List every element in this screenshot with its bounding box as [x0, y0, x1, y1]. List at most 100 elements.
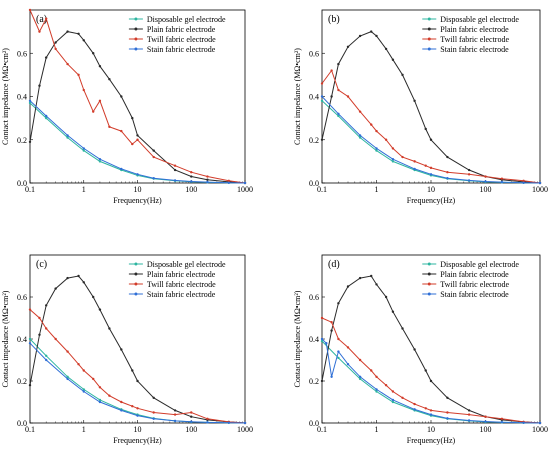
- series-point: [152, 411, 155, 414]
- series-point: [190, 420, 193, 423]
- series-point: [337, 112, 340, 116]
- series-point: [346, 285, 350, 288]
- x-tick-label: 0.1: [25, 185, 35, 194]
- series-point: [346, 45, 350, 48]
- chart-panel: 0.1 1 10 100 1000 0.0 0.2 0.4 0.6 Frequency(Hz) Co…: [293, 254, 548, 445]
- series-point: [375, 388, 378, 391]
- series-point: [152, 177, 155, 180]
- series-point: [54, 337, 57, 341]
- series-point: [467, 173, 471, 176]
- series-point: [120, 95, 123, 98]
- legend-marker: [427, 37, 431, 41]
- series-point: [136, 379, 139, 383]
- series-point: [467, 168, 471, 172]
- y-tick-label: 0.0: [17, 419, 27, 428]
- series-point: [54, 287, 57, 290]
- series-point: [28, 140, 32, 144]
- series-point: [190, 415, 193, 418]
- series-point: [413, 99, 416, 103]
- legend-marker: [134, 272, 138, 276]
- series-line: [29, 102, 246, 184]
- series-point: [446, 417, 449, 420]
- series-point: [391, 390, 395, 393]
- series-point: [152, 396, 155, 399]
- series-point: [330, 321, 333, 324]
- series-point: [375, 375, 378, 378]
- series-point: [152, 417, 155, 420]
- series-point: [375, 283, 378, 286]
- series-point: [44, 56, 48, 59]
- series-point: [98, 99, 102, 103]
- series-point: [66, 62, 69, 66]
- series-point: [82, 149, 85, 152]
- series-point: [66, 350, 69, 353]
- series-point: [77, 32, 80, 35]
- x-tick-label: 1: [375, 425, 379, 434]
- series-point: [337, 350, 340, 353]
- y-tick-label: 0.4: [17, 93, 27, 102]
- series-point: [38, 316, 41, 320]
- series-point: [484, 415, 487, 418]
- series-point: [28, 384, 32, 387]
- series-point: [384, 295, 388, 299]
- series-point: [92, 377, 95, 381]
- series-line: [321, 100, 541, 184]
- chart-panel: 0.1 1 10 100 1000 0.0 0.2 0.4 0.6 Frequency(Hz) Co…: [293, 9, 548, 205]
- series-point: [38, 30, 41, 33]
- x-tick-label: 10: [134, 425, 142, 434]
- y-tick-label: 0.2: [17, 136, 27, 145]
- legend-marker: [427, 17, 431, 21]
- x-tick-label: 1000: [532, 425, 548, 434]
- x-tick-label: 10: [427, 185, 435, 194]
- series-point: [375, 147, 378, 150]
- series-point: [401, 327, 404, 330]
- series-point: [391, 147, 395, 150]
- series-point: [384, 384, 388, 387]
- series-point: [131, 142, 134, 146]
- y-tick-label: 0.0: [17, 179, 27, 188]
- series-point: [375, 34, 378, 38]
- series-point: [522, 421, 525, 424]
- series-point: [131, 116, 134, 120]
- x-tick-label: 1000: [237, 425, 253, 434]
- chart-panel: 0.1 1 10 100 1000 0.0 0.2 0.4 0.6 Frequency(Hz) Co…: [1, 254, 253, 445]
- y-tick-label: 0.2: [17, 377, 27, 386]
- series-point: [424, 127, 427, 131]
- series-point: [424, 164, 427, 167]
- series-point: [391, 158, 395, 161]
- series-point: [82, 369, 85, 372]
- series-point: [66, 136, 69, 139]
- series-point: [337, 337, 340, 341]
- legend-label: Plain fabric electrode: [147, 270, 216, 279]
- x-tick-label: 100: [185, 425, 197, 434]
- series-point: [82, 88, 85, 92]
- series-point: [136, 134, 139, 137]
- series-point: [98, 386, 102, 389]
- series-point: [77, 274, 80, 278]
- legend-label: Disposable gel electrode: [440, 260, 519, 269]
- series-point: [66, 30, 69, 33]
- series-point: [337, 302, 340, 305]
- series-point: [467, 179, 471, 182]
- series-point: [152, 155, 155, 159]
- series-point: [429, 173, 433, 176]
- series-point: [346, 95, 350, 98]
- legend-label: Stain fabric electrode: [440, 45, 509, 54]
- series-point: [131, 369, 134, 372]
- panel-label: (d): [328, 259, 340, 270]
- y-axis-title: Contact impedance (MΩ•cm²): [1, 290, 10, 387]
- series-point: [330, 95, 333, 98]
- series-point: [66, 276, 69, 280]
- series-point: [243, 181, 247, 185]
- series-point: [44, 358, 48, 362]
- series-point: [370, 274, 373, 278]
- y-tick-label: 0.4: [309, 335, 319, 344]
- series-point: [500, 417, 504, 420]
- y-tick-label: 0.6: [17, 293, 27, 302]
- series-point: [131, 405, 134, 408]
- legend-label: Stain fabric electrode: [440, 290, 509, 299]
- series-point: [44, 17, 48, 20]
- series-point: [467, 419, 471, 422]
- series-point: [325, 342, 328, 345]
